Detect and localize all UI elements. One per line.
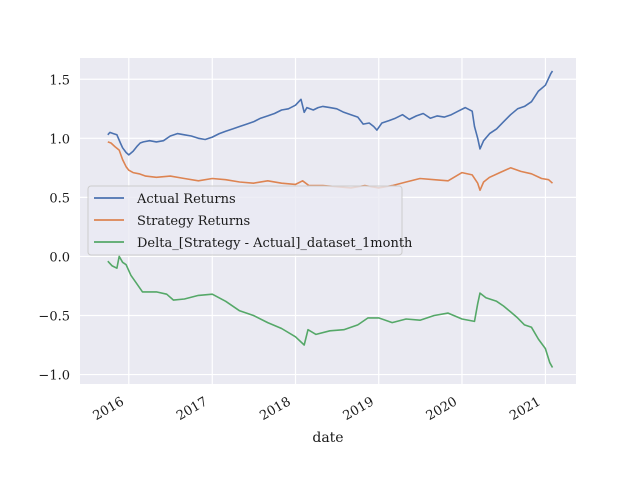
series-line-1 <box>107 70 554 156</box>
x-tick-label: 2021 <box>507 394 543 424</box>
x-tick-label: 2019 <box>341 394 377 424</box>
series-line-3 <box>107 255 554 368</box>
legend: Actual Returns Strategy Returns Delta_[Str… <box>87 185 413 256</box>
y-tick-label: −0.5 <box>38 309 70 324</box>
y-tick-label: 0.5 <box>49 191 70 206</box>
x-axis-ticks: 2016 2017 2018 2019 2020 2021 <box>91 394 544 424</box>
legend-box <box>87 185 403 256</box>
legend-entries: Actual Returns Strategy Returns Delta_[Str… <box>94 192 413 251</box>
legend-label: Delta_[Strategy - Actual]_dataset_1month <box>137 236 413 251</box>
x-tick-label: 2017 <box>174 394 210 424</box>
y-tick-label: 1.0 <box>49 132 70 147</box>
y-axis-ticks: 1.5 1.0 0.5 0.0 −0.5 −1.0 <box>38 73 70 383</box>
x-axis-title: date <box>312 430 343 446</box>
x-tick-label: 2018 <box>257 394 293 424</box>
x-tick-label: 2016 <box>91 394 127 424</box>
y-tick-label: 1.5 <box>49 73 70 88</box>
x-tick-label: 2020 <box>424 394 460 424</box>
legend-label: Strategy Returns <box>137 214 250 229</box>
y-tick-label: 0.0 <box>49 250 70 265</box>
y-tick-label: −1.0 <box>38 369 70 384</box>
legend-label: Actual Returns <box>136 192 236 207</box>
